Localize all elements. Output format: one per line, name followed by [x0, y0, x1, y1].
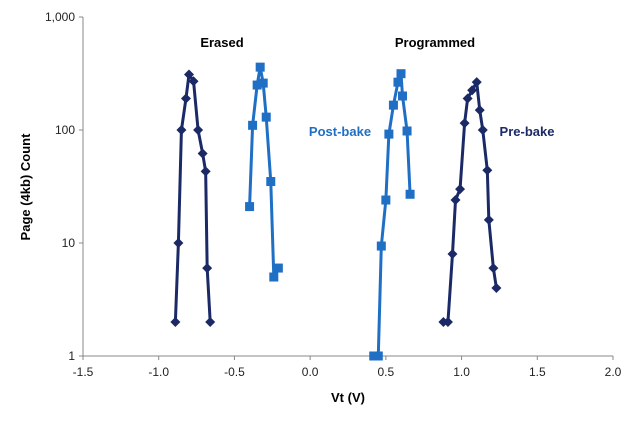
series-programmed-post-bake — [369, 69, 415, 361]
data-point-diamond — [193, 125, 204, 135]
data-point-square — [402, 126, 412, 136]
x-tick-label: 1.0 — [453, 365, 470, 379]
data-point-diamond — [188, 76, 199, 87]
x-axis-label: Vt (V) — [331, 390, 365, 405]
data-point-square — [393, 77, 403, 87]
data-point-square — [266, 177, 276, 187]
annotation-pre-bake: Pre-bake — [500, 124, 555, 139]
data-point-diamond — [447, 248, 458, 259]
data-point-square — [248, 120, 258, 130]
data-point-square — [388, 100, 398, 110]
data-point-diamond — [202, 263, 213, 274]
x-tick-label: 2.0 — [605, 365, 622, 379]
series-line-programmed-post-bake — [373, 72, 412, 358]
y-tick-label: 100 — [55, 123, 75, 137]
data-point-diamond — [184, 69, 194, 80]
x-tick-label: -0.5 — [224, 365, 245, 379]
series-programmed-pre-bake — [438, 77, 502, 327]
data-point-square — [258, 78, 268, 88]
data-point-diamond — [442, 316, 453, 327]
data-point-diamond — [459, 118, 470, 129]
data-point-square — [369, 351, 379, 361]
data-point-diamond — [173, 238, 184, 248]
data-point-diamond — [482, 165, 493, 176]
data-point-diamond — [462, 93, 473, 104]
data-point-diamond — [488, 263, 499, 274]
series-erased-post-bake — [245, 62, 283, 282]
annotation-programmed: Programmed — [395, 35, 475, 50]
data-point-diamond — [170, 316, 181, 327]
y-tick-label: 1,000 — [45, 10, 75, 24]
y-tick-label: 1 — [68, 349, 75, 363]
data-point-square — [245, 202, 255, 212]
y-tick-label: 10 — [62, 236, 76, 250]
data-point-diamond — [197, 148, 208, 159]
data-point-diamond — [180, 93, 191, 104]
data-point-square — [396, 69, 406, 79]
series-line-programmed-pre-bake — [443, 80, 498, 324]
data-point-square — [252, 80, 262, 90]
series-erased-pre-bake — [170, 69, 216, 327]
series-line-erased-pre-bake — [173, 72, 212, 323]
annotation-erased: Erased — [200, 35, 243, 50]
x-tick-label: 1.5 — [529, 365, 546, 379]
data-point-diamond — [467, 85, 478, 96]
series-line-erased-post-bake — [248, 65, 280, 279]
x-tick-label: 0.0 — [302, 365, 319, 379]
data-point-square — [398, 91, 408, 101]
data-point-square — [255, 62, 265, 72]
data-point-diamond — [455, 184, 466, 195]
data-point-diamond — [477, 125, 488, 135]
data-point-diamond — [205, 316, 216, 327]
data-point-square — [405, 189, 415, 199]
data-point-square — [373, 351, 383, 361]
data-point-diamond — [176, 125, 187, 135]
data-point-square — [381, 195, 391, 205]
data-point-square — [384, 129, 394, 139]
x-tick-label: -1.5 — [73, 365, 94, 379]
x-tick-label: 0.5 — [378, 365, 395, 379]
data-point-diamond — [200, 166, 211, 177]
data-point-square — [376, 241, 386, 251]
y-axis-label: Page (4kb) Count — [18, 133, 33, 241]
data-point-diamond — [491, 282, 502, 293]
data-point-square — [269, 272, 279, 282]
annotation-post-bake: Post-bake — [309, 124, 371, 139]
data-point-diamond — [483, 214, 494, 225]
data-point-diamond — [471, 77, 482, 88]
x-tick-label: -1.0 — [148, 365, 169, 379]
data-point-diamond — [474, 105, 485, 116]
data-point-square — [273, 263, 283, 273]
data-point-diamond — [450, 195, 461, 206]
data-point-square — [261, 112, 271, 122]
